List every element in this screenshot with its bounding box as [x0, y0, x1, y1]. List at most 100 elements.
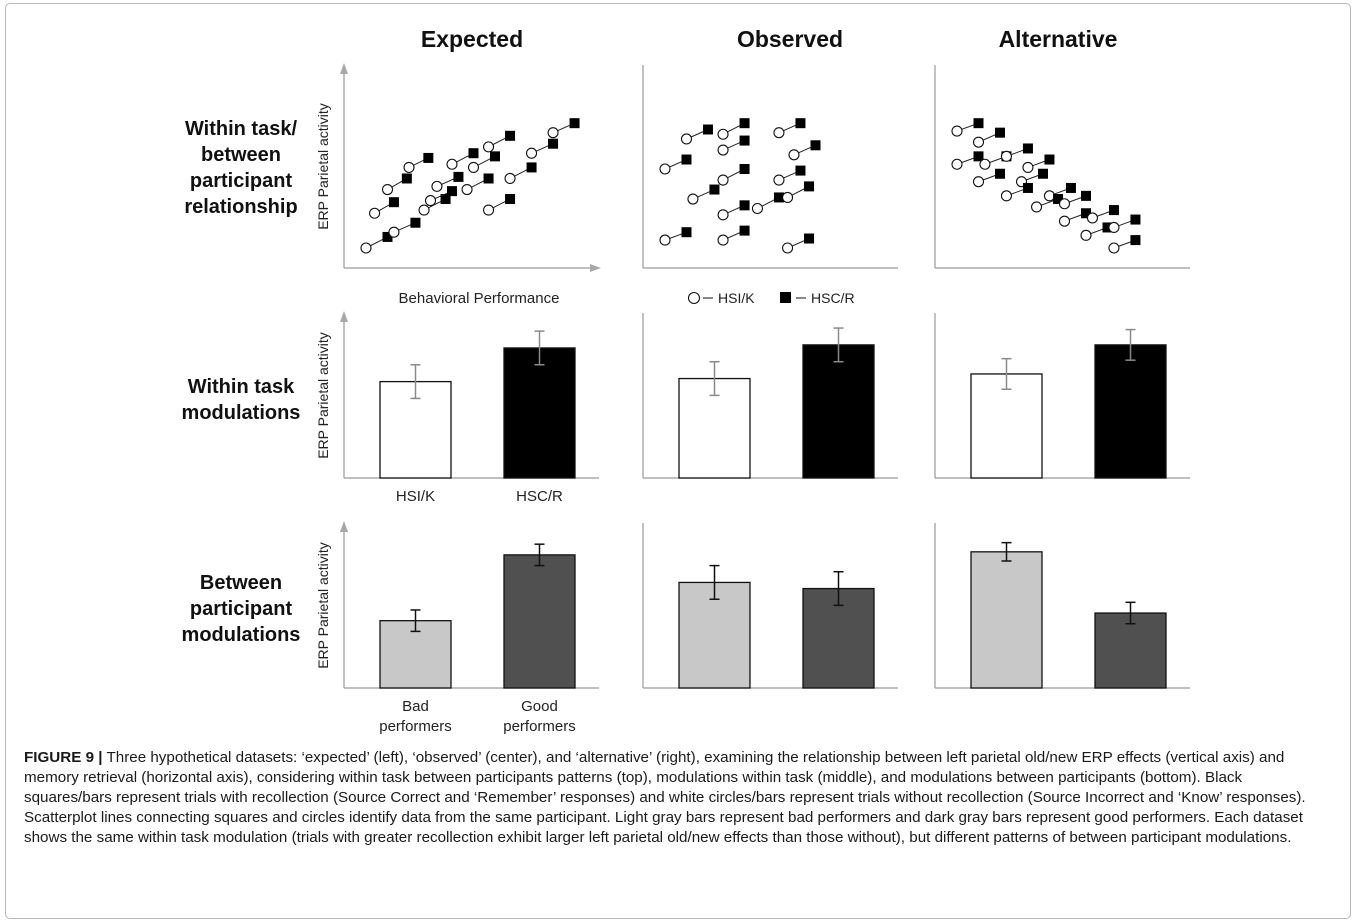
scatter-circle-1-2 [773, 127, 785, 139]
scatter-square-0-2 [401, 173, 412, 184]
scatter-square-2-15 [1130, 214, 1141, 225]
bar-2-2-0 [970, 551, 1043, 689]
scatter-square-2-16 [1130, 235, 1141, 246]
y-axis-arrow-0-0 [340, 63, 348, 74]
y-axis-arrow-2-0 [340, 521, 348, 532]
scatter-square-0-5 [440, 194, 451, 205]
scatter-circle-1-5 [788, 149, 800, 161]
legend-circle-marker [687, 291, 701, 305]
scatter-circle-2-14 [1080, 229, 1092, 241]
scatter-square-2-11 [1081, 190, 1091, 201]
scatter-square-0-4 [410, 217, 421, 228]
scatter-circle-1-4 [717, 144, 729, 156]
scatter-circle-1-10 [751, 202, 764, 215]
scatter-circle-0-6 [431, 180, 443, 192]
scatter-circle-0-1 [369, 207, 381, 219]
scatter-square-1-7 [795, 165, 806, 176]
scatter-circle-1-8 [687, 193, 699, 205]
scatter-circle-0-0 [360, 242, 372, 254]
column-title-observed: Observed [737, 26, 843, 52]
scatter-circle-0-10 [467, 161, 480, 173]
legend-square-marker [780, 292, 791, 303]
row-label-1-line-0: Within task [188, 376, 295, 398]
scatter-circle-1-0 [680, 133, 693, 145]
scatter-square-1-9 [739, 200, 750, 211]
scatter-square-2-10 [1053, 194, 1064, 205]
scatter-circle-1-12 [659, 234, 671, 246]
scatter-square-2-9 [1065, 182, 1076, 193]
bar-2-1-0 [678, 581, 751, 689]
row-label-0-line-0: Within task/ [185, 118, 297, 140]
legend-label-hsc: HSC/R [811, 290, 855, 306]
scatter-circle-0-8 [424, 195, 437, 207]
category-label-2-0-1: performers [379, 718, 452, 735]
scatter-square-2-14 [1102, 222, 1113, 233]
scatter-square-0-11 [505, 130, 516, 141]
scatter-circle-1-14 [781, 242, 794, 254]
scatter-square-1-3 [681, 154, 692, 165]
category-label-2-1-1: performers [503, 718, 576, 735]
scatter-circle-0-7 [446, 158, 458, 170]
scatter-circle-0-12 [482, 204, 495, 216]
scatter-circle-0-3 [403, 161, 415, 173]
scatter-square-1-10 [773, 192, 784, 203]
scatter-square-0-6 [453, 171, 464, 182]
scatter-square-2-7 [1038, 168, 1048, 179]
scatter-square-0-8 [447, 186, 457, 197]
scatter-circle-2-0 [951, 125, 963, 137]
column-title-alternative: Alternative [999, 26, 1118, 52]
scatter-circle-2-11 [1058, 198, 1071, 210]
legend-label-hsi: HSI/K [718, 290, 755, 306]
category-label-2-0-0: Bad [402, 698, 429, 715]
scatter-square-1-13 [739, 225, 750, 236]
scatter-square-1-2 [795, 118, 806, 129]
scatter-square-0-10 [490, 151, 500, 162]
bar-1-0-1 [503, 347, 576, 479]
scatter-square-1-5 [810, 140, 821, 151]
scatter-square-1-8 [709, 184, 720, 195]
scatter-square-0-15 [569, 118, 580, 129]
scatter-square-0-13 [526, 162, 537, 173]
scatter-circle-0-9 [461, 183, 473, 196]
scatter-circle-2-10 [1031, 201, 1043, 213]
scatter-square-2-4 [1022, 143, 1033, 154]
scatter-square-0-3 [423, 152, 434, 163]
scatter-circle-2-12 [1058, 215, 1071, 227]
row-label-2-line-2: modulations [182, 624, 301, 646]
row-label-1-line-1: modulations [182, 402, 301, 424]
scatter-square-1-1 [739, 118, 750, 129]
bar-1-2-0 [970, 373, 1043, 479]
scatter-square-1-4 [739, 135, 750, 146]
scatter-square-2-0 [973, 118, 984, 129]
scatter-square-2-2 [973, 151, 984, 162]
scatter-square-1-6 [739, 164, 750, 174]
scatter-square-2-6 [1044, 154, 1055, 165]
caption-label: FIGURE 9 | [24, 749, 103, 766]
figure-caption: FIGURE 9 | Three hypothetical datasets: … [24, 748, 1334, 848]
category-label-2-1-0: Good [521, 698, 558, 715]
scatter-circle-2-2 [951, 158, 963, 170]
scatter-circle-0-13 [504, 172, 516, 185]
scatter-square-0-9 [483, 173, 494, 184]
scatter-square-0-1 [388, 197, 399, 208]
scatter-square-1-0 [703, 124, 713, 135]
scatter-square-0-0 [382, 231, 393, 242]
y-axis-label-0: ERP Parietal activity [315, 103, 331, 230]
row-label-2-line-1: participant [190, 598, 293, 620]
scatter-square-0-7 [468, 148, 479, 159]
scatter-square-1-11 [804, 181, 815, 192]
scatter-circle-0-2 [381, 183, 394, 196]
scatter-circle-0-5 [418, 204, 430, 216]
scatter-square-1-14 [804, 233, 815, 244]
scatter-circle-1-7 [773, 174, 785, 186]
scatter-circle-1-9 [717, 209, 729, 221]
scatter-circle-0-14 [525, 147, 538, 159]
scatter-square-2-8 [1022, 182, 1033, 193]
bar-1-1-1 [802, 344, 875, 479]
caption-text: Three hypothetical datasets: ‘expected’ … [24, 749, 1306, 846]
scatter-circle-2-8 [1000, 190, 1013, 202]
scatter-circle-0-15 [547, 127, 559, 139]
column-title-expected: Expected [421, 26, 523, 52]
scatter-circle-1-1 [717, 128, 729, 140]
scatter-circle-0-11 [482, 141, 495, 153]
